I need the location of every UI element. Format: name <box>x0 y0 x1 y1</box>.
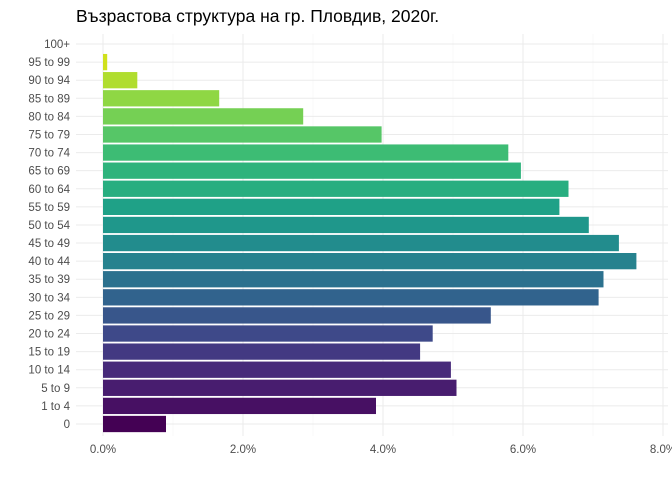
y-tick-label: 90 to 94 <box>28 75 70 87</box>
bar-80-to-84 <box>103 108 304 125</box>
bar-5-to-9 <box>103 379 457 396</box>
bar-95-to-99 <box>103 53 108 71</box>
bar-0 <box>103 415 166 433</box>
bar-60-to-64 <box>103 180 569 197</box>
y-tick-label: 30 to 34 <box>28 292 70 304</box>
x-tick-label: 0.0% <box>90 444 116 456</box>
bar-20-to-24 <box>103 325 433 342</box>
bar-15-to-19 <box>103 343 421 360</box>
chart-title: Възрастова структура на гр. Пловдив, 202… <box>76 6 440 26</box>
x-tick-label: 2.0% <box>230 444 256 456</box>
bar-30-to-34 <box>103 289 599 306</box>
bar-35-to-39 <box>103 271 604 288</box>
bar-65-to-69 <box>103 162 521 179</box>
y-tick-label: 10 to 14 <box>28 365 70 377</box>
x-tick-label: 6.0% <box>510 444 536 456</box>
y-tick-label: 0 <box>64 419 70 431</box>
y-tick-label: 1 to 4 <box>41 401 70 413</box>
y-tick-label: 20 to 24 <box>28 329 70 341</box>
bar-1-to-4 <box>103 397 376 415</box>
y-tick-label: 35 to 39 <box>28 274 70 286</box>
y-tick-label: 55 to 59 <box>28 202 70 214</box>
bar-75-to-79 <box>103 126 382 143</box>
y-tick-label: 95 to 99 <box>28 57 70 69</box>
bar-10-to-14 <box>103 361 451 378</box>
y-tick-label: 85 to 89 <box>28 93 70 105</box>
bar-55-to-59 <box>103 198 560 215</box>
x-tick-label: 8.0% <box>650 444 672 456</box>
bar-45-to-49 <box>103 234 619 252</box>
y-tick-label: 100+ <box>44 39 70 51</box>
y-tick-label: 50 to 54 <box>28 220 70 232</box>
y-tick-label: 80 to 84 <box>28 111 70 123</box>
y-tick-label: 5 to 9 <box>41 383 70 395</box>
y-tick-label: 15 to 19 <box>28 347 70 359</box>
y-tick-label: 40 to 44 <box>28 256 70 268</box>
bar-40-to-44 <box>103 253 637 270</box>
y-tick-label: 25 to 29 <box>28 310 70 322</box>
x-tick-label: 4.0% <box>370 444 396 456</box>
y-tick-label: 45 to 49 <box>28 238 70 250</box>
bar-90-to-94 <box>103 72 138 89</box>
y-tick-label: 65 to 69 <box>28 166 70 178</box>
bar-85-to-89 <box>103 90 220 107</box>
y-tick-label: 75 to 79 <box>28 129 70 141</box>
bar-25-to-29 <box>103 307 491 324</box>
bar-50-to-54 <box>103 216 589 234</box>
y-tick-label: 70 to 74 <box>28 148 70 160</box>
bar-70-to-74 <box>103 144 509 161</box>
y-tick-label: 60 to 64 <box>28 184 70 196</box>
